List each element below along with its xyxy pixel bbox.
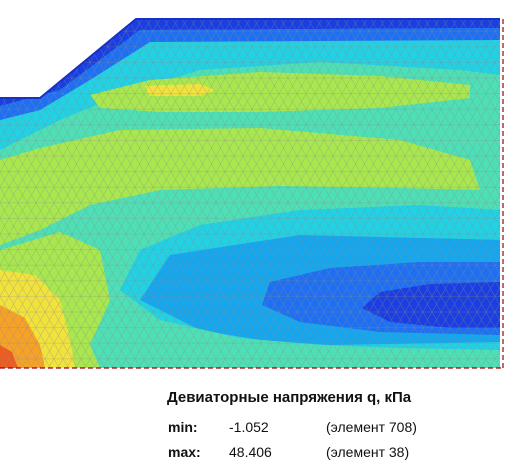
domain-top-edge	[0, 18, 500, 99]
min-value: -1.052	[229, 419, 269, 435]
max-label: max:	[168, 444, 201, 460]
max-element: (элемент 38)	[326, 444, 410, 460]
max-value: 48.406	[229, 444, 272, 460]
contour-field	[0, 19, 500, 368]
finite-element-mesh	[0, 19, 500, 368]
min-label: min:	[168, 419, 198, 435]
legend-title: Девиаторные напряжения q, кПа	[167, 389, 412, 406]
stress-contour-plot	[0, 18, 504, 369]
min-element: (элемент 708)	[326, 419, 417, 435]
